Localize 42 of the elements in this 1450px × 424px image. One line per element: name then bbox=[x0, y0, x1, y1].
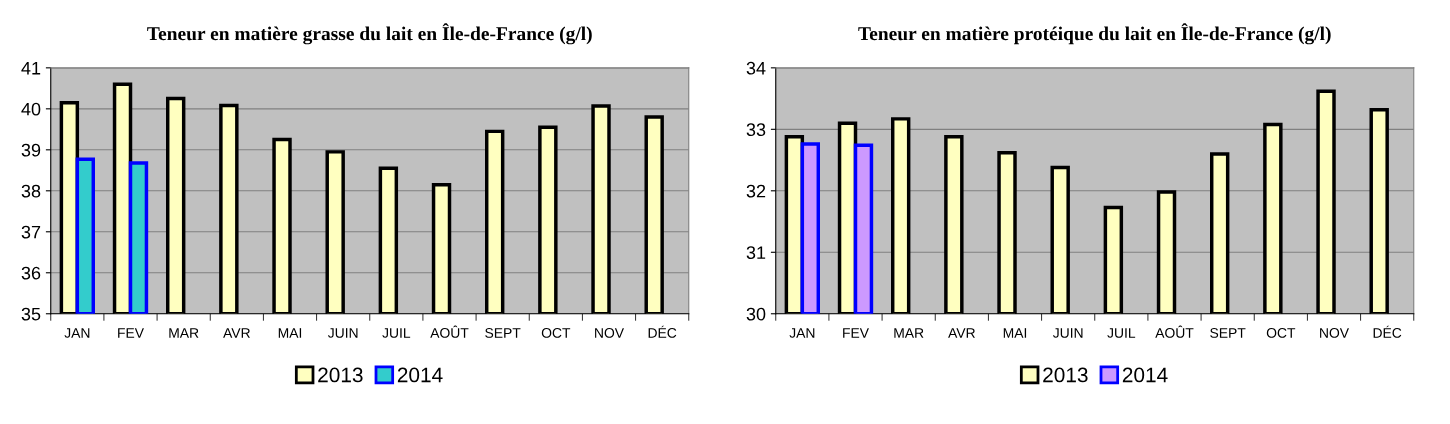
x-tick-label: OCT bbox=[541, 328, 571, 338]
x-tick-label: AOÛT bbox=[1155, 325, 1194, 338]
x-tick-label: SEPT bbox=[1210, 328, 1246, 338]
y-tick-label: 34 bbox=[746, 61, 766, 75]
y-tick-label: 32 bbox=[746, 184, 766, 198]
x-tick-label: NOV bbox=[595, 328, 624, 338]
y-tick-label: 38 bbox=[21, 184, 41, 198]
x-tick-label: SEPT bbox=[485, 328, 521, 338]
x-tick-label: FEV bbox=[843, 328, 869, 338]
y-tick-label: 41 bbox=[21, 61, 41, 75]
y-tick-label: 37 bbox=[21, 225, 41, 239]
y-tick-label: 39 bbox=[21, 143, 41, 157]
y-tick-label: 31 bbox=[746, 246, 766, 259]
x-tick-label: NOV bbox=[1320, 328, 1349, 338]
y-tick-label: 36 bbox=[21, 266, 41, 280]
chart-title: Teneur en matière grasse du lait en Île-de-France (g/l) bbox=[147, 23, 592, 45]
x-tick-label: AOÛT bbox=[430, 325, 469, 338]
x-tick-label: MAI bbox=[1003, 328, 1027, 338]
legend-label: 2014 bbox=[1122, 367, 1168, 383]
x-tick-label: MAR bbox=[894, 328, 924, 338]
x-tick-label: AVR bbox=[948, 328, 975, 338]
legend-label: 2013 bbox=[318, 367, 363, 383]
x-tick-label: FEV bbox=[118, 328, 144, 338]
y-tick-label: 33 bbox=[746, 123, 766, 137]
x-tick-label: JUIN bbox=[1052, 328, 1083, 338]
x-tick-label: MAR bbox=[169, 328, 199, 338]
y-tick-label: 30 bbox=[746, 307, 766, 321]
x-tick-label: JUIL bbox=[1107, 328, 1136, 338]
x-tick-label: AVR bbox=[223, 328, 250, 338]
x-tick-label: JUIN bbox=[327, 328, 358, 338]
y-tick-label: 40 bbox=[21, 102, 41, 116]
x-tick-label: OCT bbox=[1266, 328, 1296, 338]
x-tick-label: DÉC bbox=[648, 325, 677, 338]
x-tick-label: DÉC bbox=[1373, 325, 1402, 338]
legend-label: 2013 bbox=[1043, 367, 1088, 383]
chart-title: Teneur en matière protéique du lait en Île-de-France (g/l) bbox=[858, 23, 1331, 45]
x-tick-label: JUIL bbox=[382, 328, 411, 338]
y-tick-label: 35 bbox=[21, 307, 41, 321]
x-tick-label: MAI bbox=[278, 328, 302, 338]
x-tick-label: JAN bbox=[789, 328, 815, 338]
legend-label: 2014 bbox=[397, 367, 443, 383]
x-tick-label: JAN bbox=[64, 328, 90, 338]
